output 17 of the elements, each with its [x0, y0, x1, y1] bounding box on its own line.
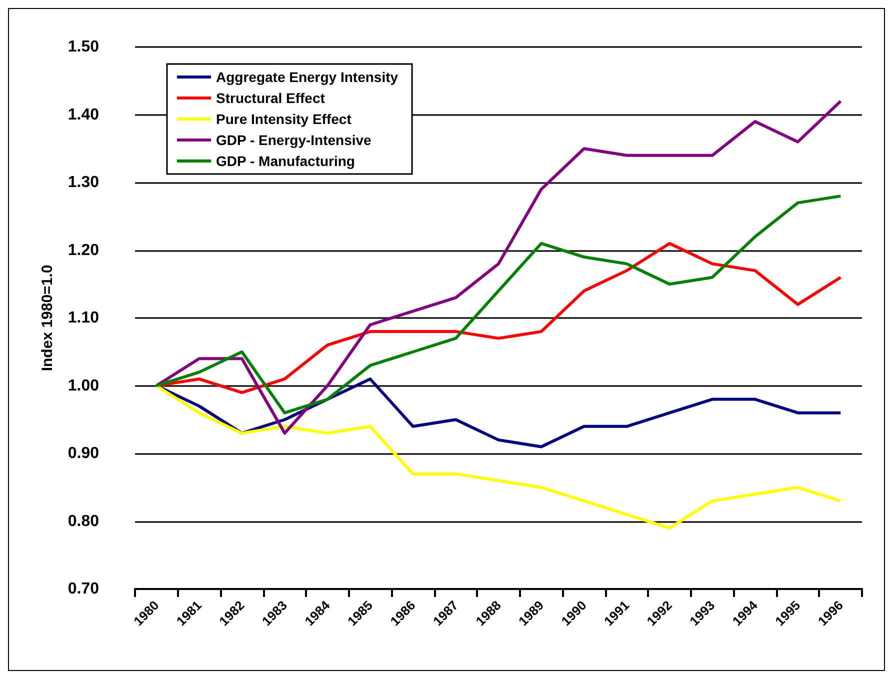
- y-tick-label: 0.70: [68, 580, 100, 598]
- line-series: [154, 194, 842, 414]
- y-tick-label: 0.90: [68, 445, 100, 462]
- legend-label: GDP - Energy-Intensive: [216, 132, 372, 148]
- line-series: [154, 384, 842, 530]
- legend-label: Structural Effect: [216, 90, 326, 106]
- y-tick-label: 1.40: [68, 106, 100, 124]
- y-tick-label: 1.30: [68, 174, 100, 191]
- y-tick-label: 1.20: [68, 242, 100, 259]
- legend-label: Pure Intensity Effect: [216, 111, 352, 127]
- y-axis-title: Index 1980=1.0: [39, 264, 56, 372]
- legend-label: GDP - Manufacturing: [216, 153, 355, 169]
- y-tick-label: 1.50: [68, 38, 100, 56]
- legend-label: Aggregate Energy Intensity: [216, 69, 398, 85]
- y-tick-label: 0.80: [68, 512, 100, 530]
- y-tick-label: 1.10: [68, 310, 100, 326]
- y-tick-label: 1.00: [68, 377, 100, 394]
